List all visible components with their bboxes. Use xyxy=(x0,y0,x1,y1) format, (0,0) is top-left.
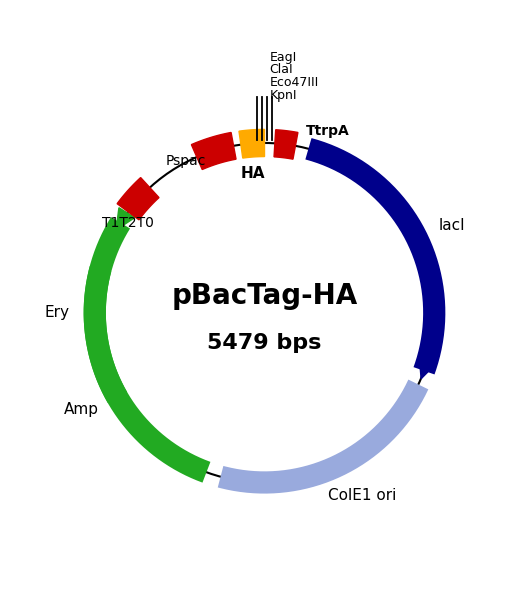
Text: pBacTag-HA: pBacTag-HA xyxy=(171,282,358,310)
Text: EagI: EagI xyxy=(270,51,297,64)
Text: ClaI: ClaI xyxy=(270,64,293,76)
Text: Eco47III: Eco47III xyxy=(270,76,319,89)
Polygon shape xyxy=(239,130,264,158)
Polygon shape xyxy=(88,260,106,283)
Polygon shape xyxy=(274,130,298,159)
Text: KpnI: KpnI xyxy=(270,89,297,102)
Text: ColE1 ori: ColE1 ori xyxy=(327,488,396,503)
Text: Amp: Amp xyxy=(64,403,99,418)
Text: Pspac: Pspac xyxy=(166,154,206,167)
Text: HA: HA xyxy=(240,166,265,181)
Text: 5479 bps: 5479 bps xyxy=(207,333,322,353)
Polygon shape xyxy=(191,133,236,170)
Polygon shape xyxy=(117,178,159,220)
Text: Ery: Ery xyxy=(45,305,70,320)
Polygon shape xyxy=(116,208,135,230)
Polygon shape xyxy=(419,356,437,379)
Text: TtrpA: TtrpA xyxy=(306,124,349,137)
Text: T1T2T0: T1T2T0 xyxy=(102,216,154,230)
Text: lacI: lacI xyxy=(439,218,466,233)
